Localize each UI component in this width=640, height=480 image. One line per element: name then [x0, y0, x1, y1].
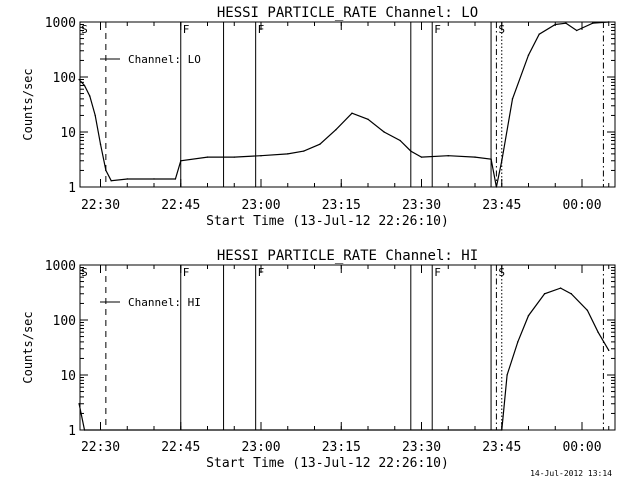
x-tick-label: 23:45	[482, 440, 521, 455]
flag-label: F	[258, 266, 265, 279]
x-tick-label: 23:15	[322, 440, 361, 455]
x-tick-label: 22:45	[161, 440, 200, 455]
y-tick-label: 1	[68, 181, 76, 196]
data-point	[99, 143, 102, 145]
x-axis-label: Start Time (13-Jul-12 22:26:10)	[206, 214, 449, 229]
data-point	[570, 293, 573, 295]
data-point	[153, 178, 155, 180]
y-tick-label: 1000	[45, 259, 76, 274]
y-tick-label: 10	[60, 126, 76, 141]
x-tick-label: 23:30	[402, 440, 441, 455]
data-point	[110, 180, 112, 182]
data-point	[501, 160, 503, 162]
data-point	[399, 139, 401, 142]
data-point	[474, 156, 476, 158]
data-point	[126, 178, 128, 180]
chart-title: HESSI PARTICLE_RATE Channel: LO	[217, 5, 478, 21]
x-axis-label: Start Time (13-Jul-12 22:26:10)	[206, 456, 449, 471]
footer-timestamp: 14-Jul-2012 13:14	[530, 469, 612, 478]
data-point	[206, 156, 209, 158]
data-point	[78, 78, 80, 81]
data-point	[538, 33, 540, 35]
data-point	[517, 341, 519, 343]
data-point	[511, 98, 514, 100]
data-point	[287, 153, 289, 155]
data-point	[527, 314, 530, 317]
data-point	[367, 118, 369, 121]
legend-label: Channel: HI	[128, 296, 201, 309]
data-point	[89, 95, 91, 97]
x-tick-label: 00:00	[562, 440, 601, 455]
data-point	[303, 150, 305, 152]
data-point	[597, 331, 599, 333]
data-point	[383, 131, 385, 133]
data-point	[501, 429, 503, 431]
flag-label: F	[434, 266, 441, 279]
data-point	[592, 22, 594, 24]
data-point	[586, 309, 589, 312]
data-point	[83, 429, 86, 431]
x-tick-label: 23:15	[322, 198, 361, 213]
data-point	[94, 114, 96, 117]
flag-label: F	[258, 23, 265, 36]
flag-label: F	[434, 23, 441, 36]
data-point	[335, 129, 337, 131]
x-tick-label: 23:30	[402, 198, 441, 213]
x-tick-label: 22:45	[161, 198, 200, 213]
flag-label: S	[81, 23, 88, 36]
data-point	[105, 169, 107, 172]
data-point	[608, 21, 610, 23]
data-point	[575, 29, 578, 32]
data-point	[78, 403, 80, 405]
x-tick-label: 23:00	[241, 198, 280, 213]
data-point	[319, 143, 321, 145]
data-point	[565, 22, 567, 24]
data-point	[180, 160, 182, 162]
data-point	[447, 155, 449, 157]
series-line	[78, 287, 610, 431]
data-point	[543, 293, 546, 295]
data-point	[506, 374, 508, 376]
data-point	[174, 178, 177, 180]
x-tick-label: 23:00	[241, 440, 280, 455]
y-tick-label: 10	[60, 369, 76, 384]
flag-label: S	[81, 266, 88, 279]
data-point	[490, 158, 492, 160]
flag-label: F	[183, 23, 190, 36]
y-tick-label: 100	[53, 71, 76, 86]
x-tick-label: 00:00	[562, 198, 601, 213]
data-point	[233, 156, 235, 158]
data-point	[83, 84, 86, 87]
x-tick-label: 23:45	[482, 198, 521, 213]
y-axis-label: Counts/sec	[21, 68, 35, 140]
y-axis-label: Counts/sec	[21, 311, 35, 383]
data-point	[260, 155, 262, 157]
data-point	[608, 349, 610, 352]
data-point	[351, 112, 353, 114]
data-point	[554, 23, 556, 26]
plot-frame	[79, 264, 616, 431]
chart-title: HESSI PARTICLE_RATE Channel: HI	[217, 248, 478, 264]
x-tick-label: 22:30	[81, 198, 120, 213]
data-point	[410, 150, 412, 152]
data-point	[495, 186, 498, 188]
y-tick-label: 100	[53, 314, 76, 329]
plot-frame	[79, 21, 616, 188]
data-point	[420, 156, 423, 158]
y-tick-label: 1000	[45, 16, 76, 31]
data-point	[559, 287, 562, 289]
flag-label: F	[183, 266, 190, 279]
y-tick-label: 1	[68, 424, 76, 439]
flag-label: S	[498, 23, 505, 36]
data-point	[527, 54, 530, 56]
legend-label: Channel: LO	[128, 53, 201, 66]
series-line	[78, 21, 609, 188]
x-tick-label: 22:30	[81, 440, 120, 455]
flag-label: S	[498, 266, 505, 279]
